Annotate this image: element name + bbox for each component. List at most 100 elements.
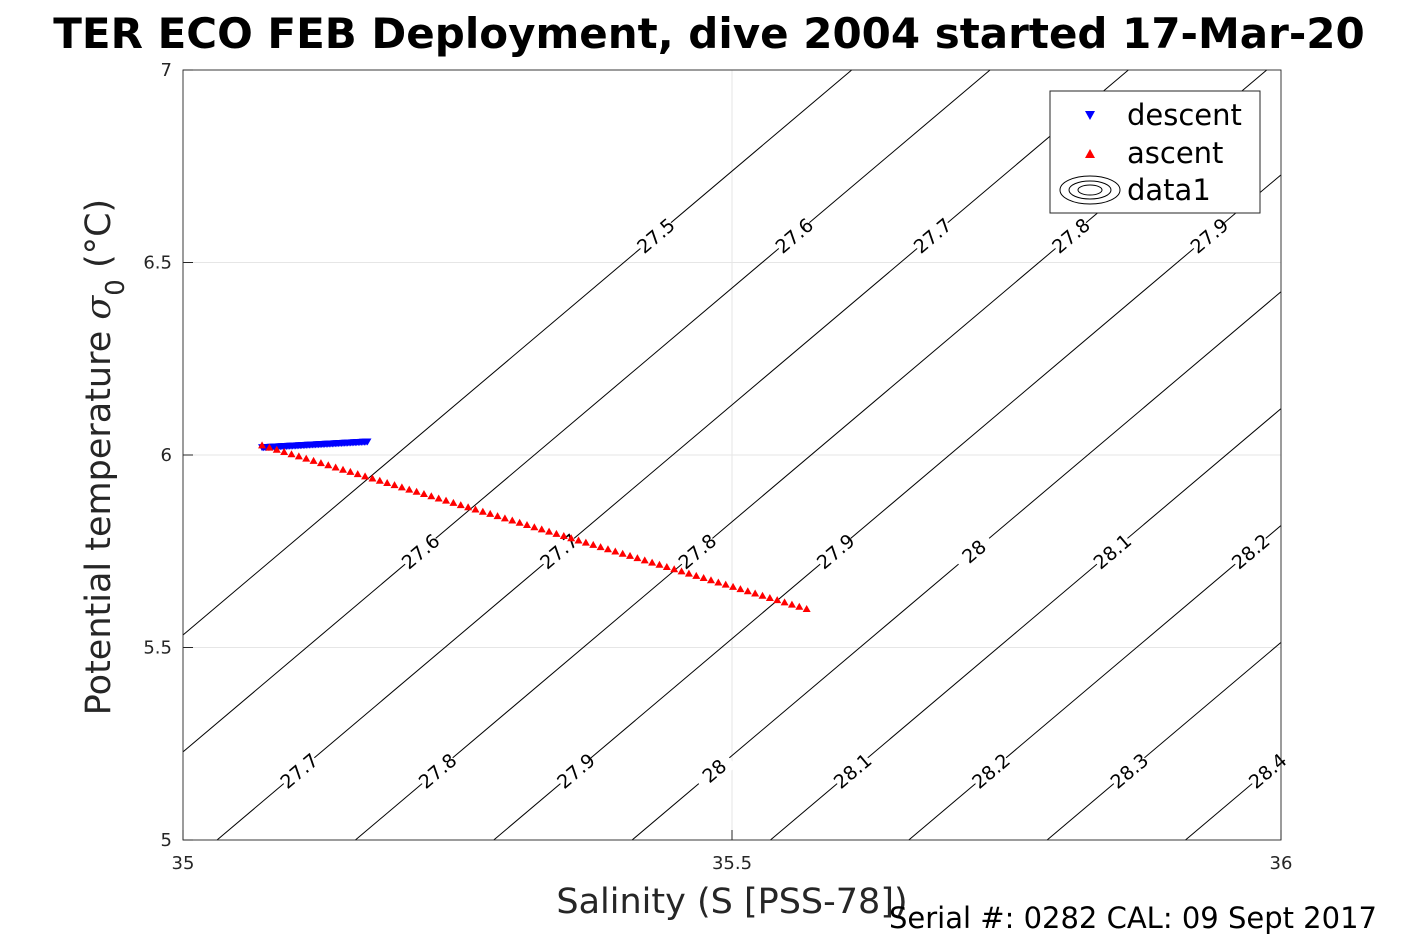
ascent-point xyxy=(596,543,605,551)
ascent-point xyxy=(743,587,752,595)
contour-label-gap xyxy=(398,529,443,573)
ascent-point xyxy=(500,514,509,522)
ascent-point xyxy=(346,467,355,475)
ascent-point xyxy=(287,450,296,458)
ascent-point xyxy=(537,525,546,533)
x-axis-label: Salinity (S [PSS-78]) xyxy=(556,882,907,922)
ascent-point xyxy=(751,589,760,597)
x-tick-label: 35 xyxy=(172,853,195,874)
contour-label-gap xyxy=(691,749,737,793)
ascent-point xyxy=(670,565,679,573)
ascent-point xyxy=(581,538,590,546)
contour-label-gap xyxy=(910,214,955,257)
legend-ascent-marker xyxy=(1085,149,1095,158)
ascent-point xyxy=(397,483,406,491)
ascent-point xyxy=(736,585,745,593)
y-axis-label: Potential temperature σ0 (°C) xyxy=(79,199,131,715)
ascent-point xyxy=(493,512,502,520)
ascent-point xyxy=(508,516,517,524)
contour-label-gap xyxy=(553,749,599,793)
ascent-point xyxy=(471,505,480,513)
ascent-point xyxy=(272,445,281,453)
ascent-point xyxy=(677,567,686,575)
ascent-point xyxy=(515,518,524,526)
density-contour-line xyxy=(493,174,1282,841)
ascent-point xyxy=(265,443,274,451)
legend-box xyxy=(1049,90,1261,214)
ticks: 35 35.5 36 5 5.5 6 6.5 7 xyxy=(143,60,1292,874)
legend-data1-label: data1 xyxy=(1127,173,1211,207)
ascent-point xyxy=(449,498,458,506)
legend-data1-marker xyxy=(1059,175,1121,205)
ascent-point xyxy=(773,596,782,604)
contour-label-gap xyxy=(771,214,817,257)
y-axis-label-unit: (°C) xyxy=(79,199,119,279)
contour-label-gap xyxy=(830,749,875,793)
ascent-point xyxy=(523,520,532,528)
density-contour-line xyxy=(182,69,991,753)
y-axis-label-sigma: σ xyxy=(79,295,119,320)
ascent-point xyxy=(339,465,348,473)
ascent-point xyxy=(795,602,804,610)
y-tick-label: 7 xyxy=(161,60,172,81)
ascent-point xyxy=(442,496,451,504)
ascent-series xyxy=(258,441,811,612)
ascent-point xyxy=(294,452,303,460)
ascent-point xyxy=(802,605,811,612)
x-tick-label: 35.5 xyxy=(712,853,752,874)
y-tick-label: 5.5 xyxy=(143,638,172,659)
ascent-point xyxy=(324,461,333,469)
density-contour-line xyxy=(908,525,1282,841)
ascent-point xyxy=(545,527,554,535)
ascent-point xyxy=(331,463,340,471)
ascent-point xyxy=(412,487,421,495)
ascent-point xyxy=(280,448,289,456)
density-contour-line xyxy=(631,291,1282,841)
density-contour-line xyxy=(1046,642,1282,841)
ascent-point xyxy=(655,560,664,568)
ascent-point xyxy=(633,554,642,562)
contour-label-gap xyxy=(1089,529,1135,573)
ascent-point xyxy=(765,593,774,601)
ascent-point xyxy=(721,580,730,588)
ascent-point xyxy=(302,454,311,462)
ascent-point xyxy=(574,536,583,544)
legend: descent ascent data1 xyxy=(1049,90,1261,214)
ascent-point xyxy=(405,485,414,493)
contour-label-gap xyxy=(1245,749,1290,793)
ascent-point xyxy=(589,540,598,548)
ascent-point xyxy=(552,529,561,537)
ascent-point xyxy=(626,551,635,559)
y-axis-label-main: Potential temperature xyxy=(79,320,119,716)
contour-label-gap xyxy=(674,529,720,573)
chart-title: TER ECO FEB Deployment, dive 2004 starte… xyxy=(53,9,1364,58)
ascent-point xyxy=(361,472,370,480)
ascent-point xyxy=(486,509,495,517)
ascent-point xyxy=(699,574,708,582)
ascent-point xyxy=(368,474,377,482)
ascent-point xyxy=(530,523,539,531)
ascent-point xyxy=(618,549,627,557)
ascent-point xyxy=(611,547,620,555)
ascent-point xyxy=(456,501,465,509)
serial-cal-text: Serial #: 0282 CAL: 09 Sept 2017 xyxy=(889,901,1377,935)
ascent-point xyxy=(684,569,693,577)
ascent-point xyxy=(648,558,657,566)
y-tick-label: 6.5 xyxy=(143,253,172,274)
ascent-point xyxy=(390,481,399,489)
ascent-point xyxy=(559,532,568,540)
legend-ascent-label: ascent xyxy=(1127,136,1223,170)
legend-descent-label: descent xyxy=(1127,98,1242,132)
ascent-point xyxy=(706,576,715,584)
y-tick-label: 6 xyxy=(161,445,172,466)
ascent-point xyxy=(478,507,487,515)
x-tick-label: 36 xyxy=(1270,853,1293,874)
contour-label-gap xyxy=(415,749,460,793)
y-axis-label-subscript: 0 xyxy=(101,279,131,296)
ascent-point xyxy=(316,459,325,467)
ascent-point xyxy=(603,545,612,553)
legend-descent-marker xyxy=(1085,111,1095,120)
contour-label-gap xyxy=(1228,529,1273,573)
ascent-point xyxy=(258,441,267,449)
ascent-point xyxy=(729,582,738,590)
